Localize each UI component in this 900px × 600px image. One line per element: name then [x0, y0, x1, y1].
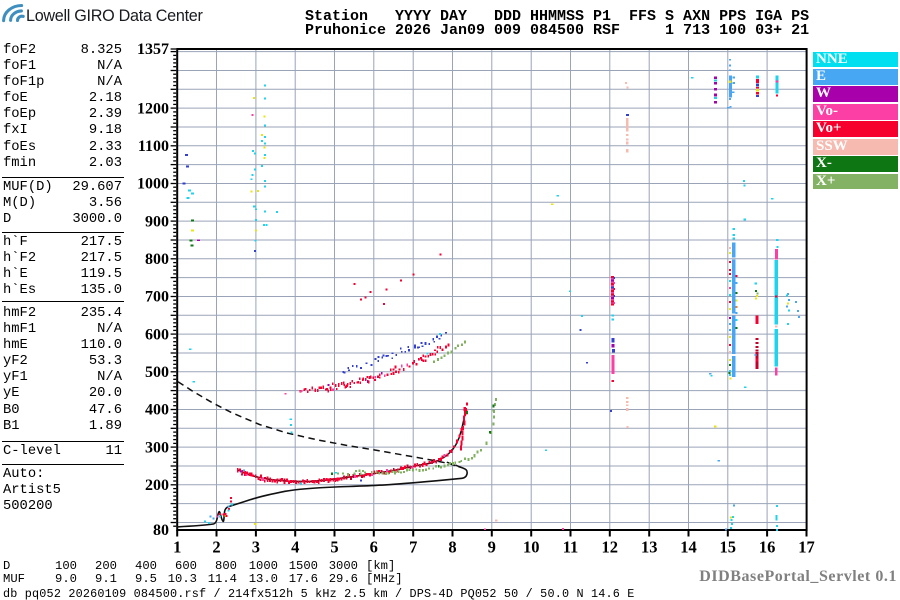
- svg-text:4: 4: [291, 538, 299, 557]
- svg-text:2: 2: [212, 538, 220, 557]
- svg-text:500: 500: [145, 364, 169, 381]
- svg-text:17: 17: [798, 538, 815, 557]
- svg-text:1357: 1357: [137, 41, 169, 58]
- svg-text:400: 400: [145, 402, 169, 419]
- svg-text:1200: 1200: [137, 100, 169, 117]
- svg-text:8: 8: [448, 538, 456, 557]
- svg-text:1000: 1000: [137, 176, 169, 193]
- svg-text:10: 10: [523, 538, 540, 557]
- svg-text:300: 300: [145, 439, 169, 456]
- svg-text:600: 600: [145, 326, 169, 343]
- svg-text:16: 16: [759, 538, 776, 557]
- svg-text:15: 15: [720, 538, 737, 557]
- svg-text:800: 800: [145, 251, 169, 268]
- svg-text:6: 6: [370, 538, 378, 557]
- svg-text:1: 1: [173, 538, 181, 557]
- svg-text:14: 14: [680, 538, 697, 557]
- svg-text:1100: 1100: [138, 138, 169, 155]
- svg-text:12: 12: [602, 538, 619, 557]
- svg-text:200: 200: [145, 477, 169, 494]
- svg-text:13: 13: [641, 538, 658, 557]
- svg-text:900: 900: [145, 213, 169, 230]
- svg-text:9: 9: [488, 538, 496, 557]
- svg-text:7: 7: [409, 538, 417, 557]
- svg-text:11: 11: [563, 538, 579, 557]
- svg-text:5: 5: [330, 538, 338, 557]
- svg-text:80: 80: [153, 522, 169, 539]
- svg-text:700: 700: [145, 289, 169, 306]
- svg-text:3: 3: [252, 538, 260, 557]
